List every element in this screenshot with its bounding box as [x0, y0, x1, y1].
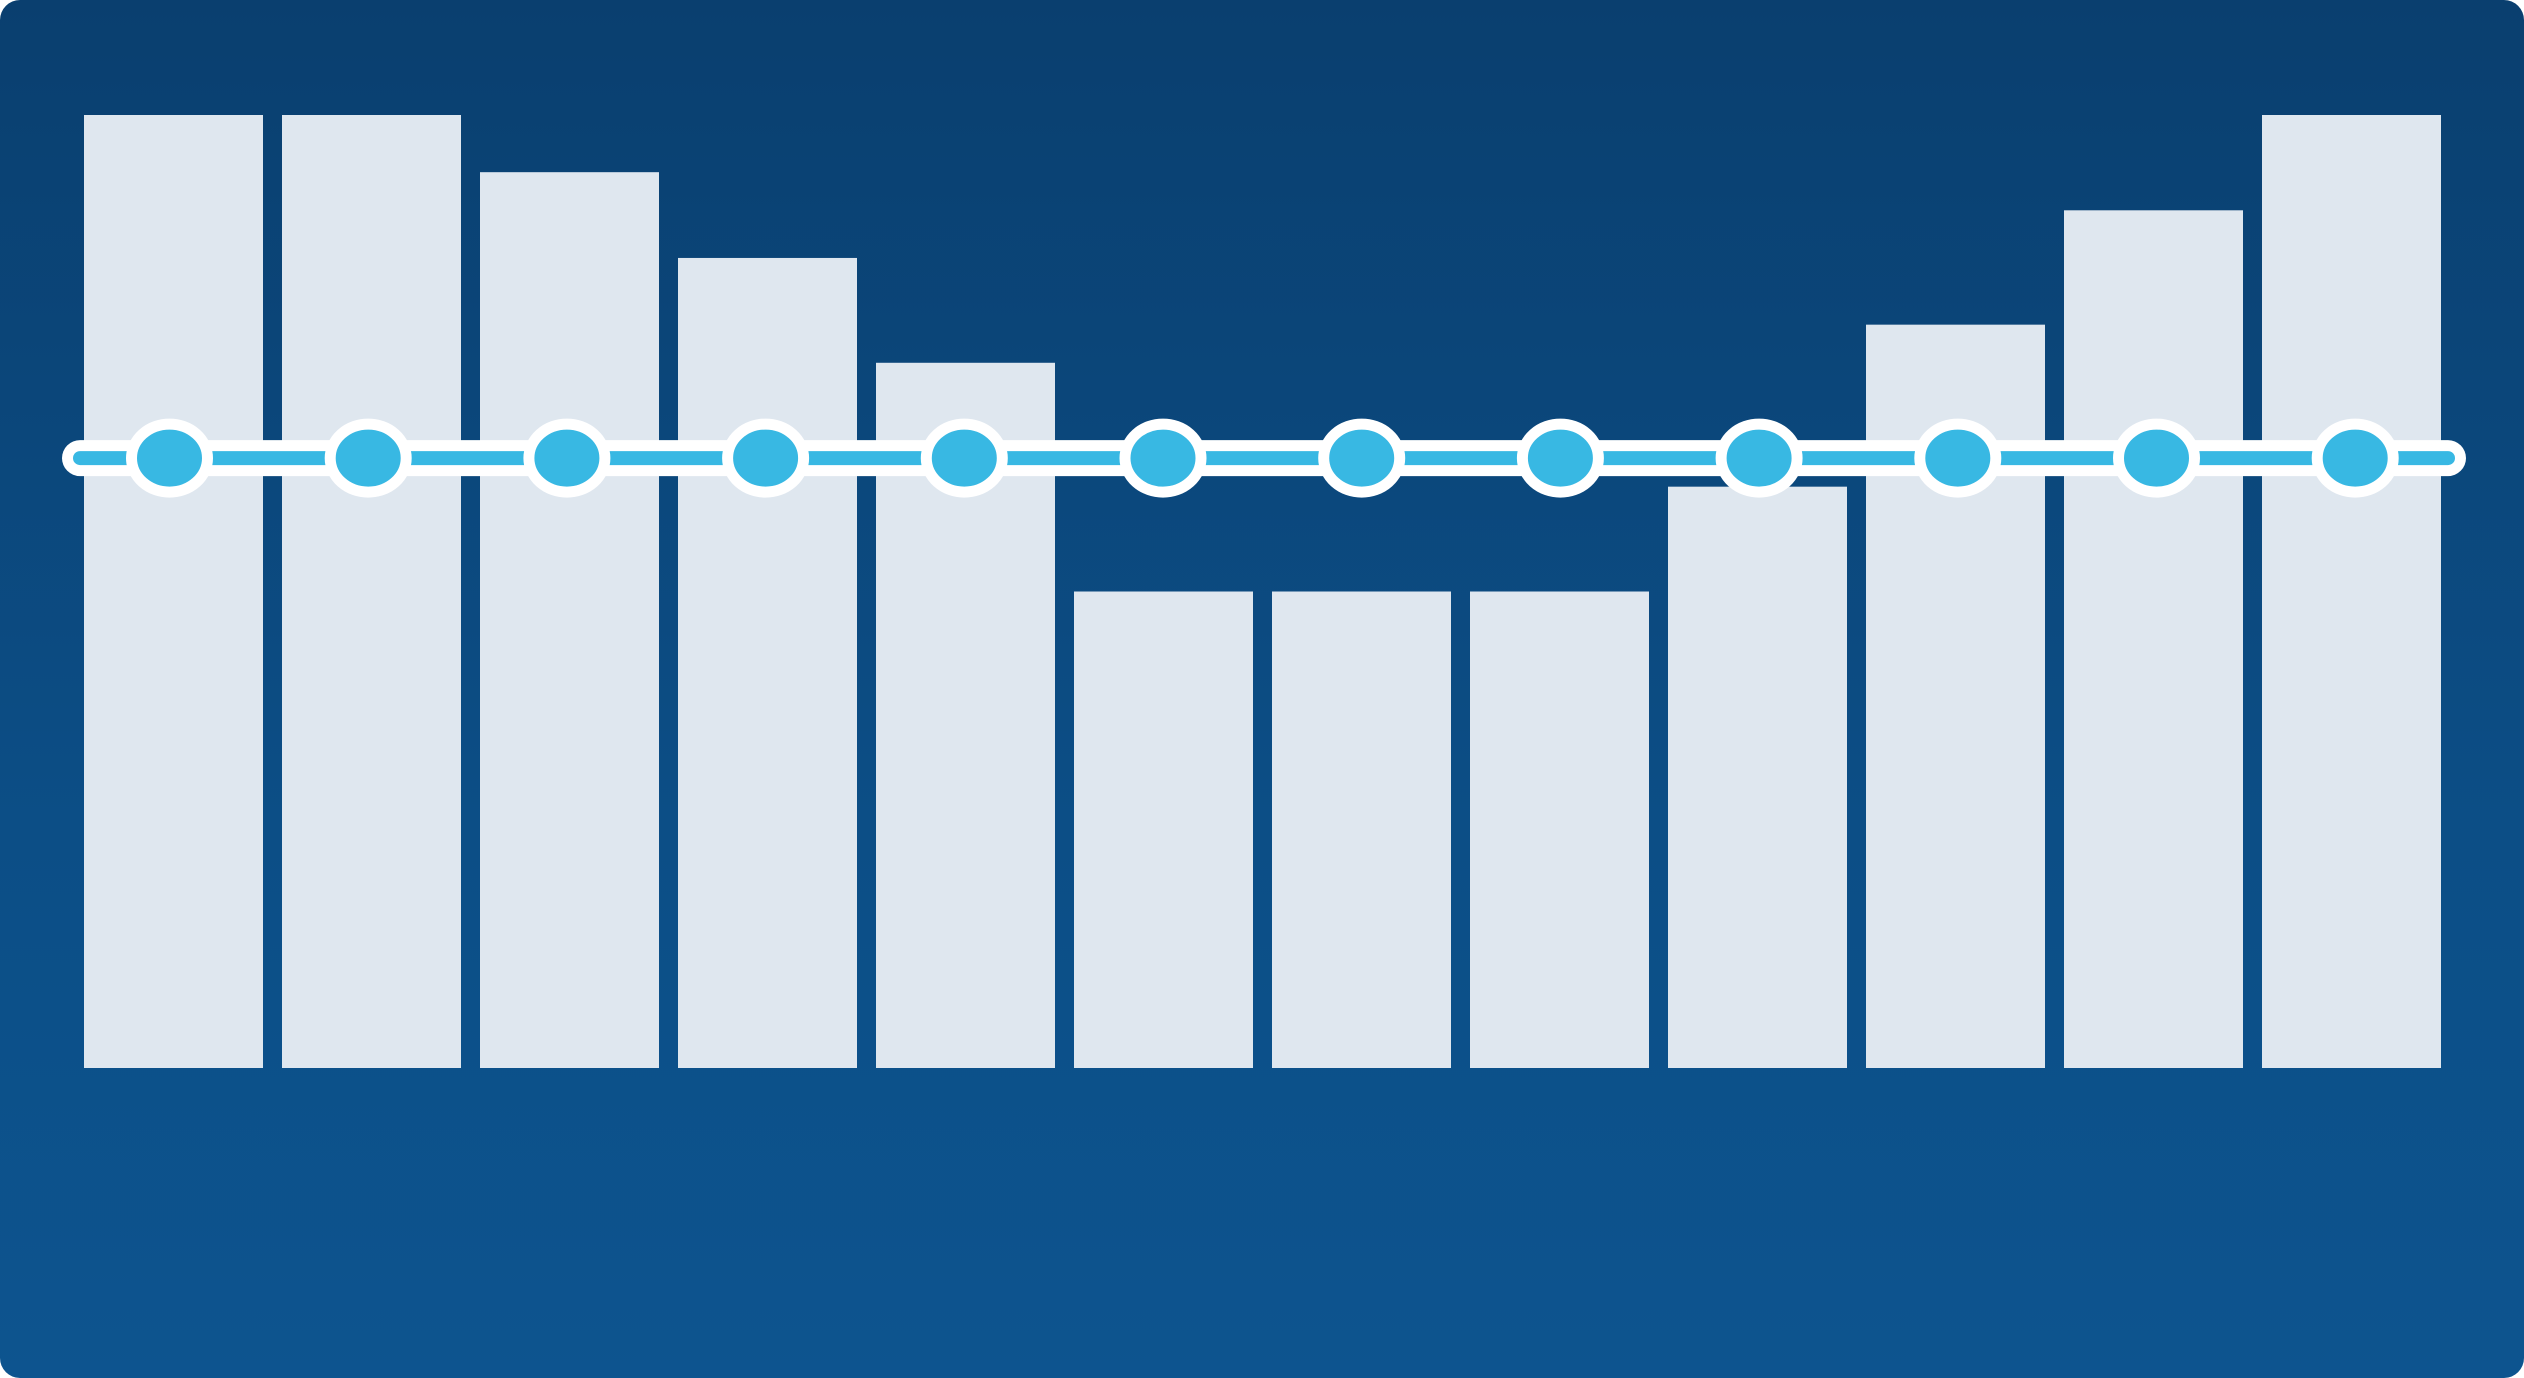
- slider-knob-2[interactable]: [324, 418, 412, 498]
- bar-3: [480, 172, 659, 1068]
- slider-knob-4[interactable]: [722, 418, 810, 498]
- slider-knob-1[interactable]: [126, 418, 213, 498]
- slider-knob-11[interactable]: [2113, 418, 2200, 498]
- bar-9: [1668, 486, 1847, 1068]
- bar-2: [282, 115, 461, 1068]
- bar-6: [1074, 591, 1253, 1068]
- slider-knob-3[interactable]: [523, 418, 611, 498]
- bar-4: [678, 257, 857, 1068]
- bar-11: [2064, 210, 2243, 1069]
- bar-1: [84, 115, 263, 1068]
- slider-knob-10[interactable]: [1914, 418, 2002, 498]
- slider-knob-8[interactable]: [1516, 418, 1604, 498]
- bar-8: [1470, 591, 1649, 1068]
- slider-knob-9[interactable]: [1715, 418, 1803, 498]
- bar-12: [2262, 115, 2441, 1068]
- slider-knob-5[interactable]: [920, 418, 1008, 498]
- slider-knob-7[interactable]: [1318, 418, 1406, 498]
- slider-knob-12[interactable]: [2311, 418, 2399, 498]
- bar-7: [1272, 591, 1451, 1068]
- slider-knob-6[interactable]: [1119, 418, 1207, 498]
